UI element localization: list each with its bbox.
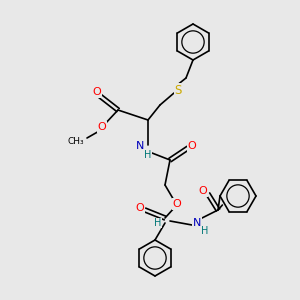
Text: H: H [154,218,162,228]
Text: N: N [193,218,201,228]
Text: O: O [98,122,106,132]
Text: H: H [144,150,152,160]
Text: S: S [174,83,182,97]
Text: O: O [93,87,101,97]
Text: O: O [136,203,144,213]
Text: H: H [201,226,209,236]
Text: O: O [172,199,182,209]
Text: O: O [199,186,207,196]
Text: CH₃: CH₃ [68,136,84,146]
Text: O: O [188,141,196,151]
Text: N: N [136,141,144,151]
